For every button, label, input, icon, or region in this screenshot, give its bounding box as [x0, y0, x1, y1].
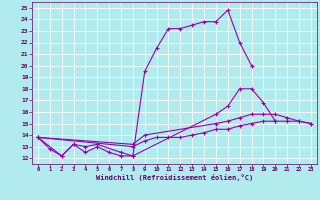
X-axis label: Windchill (Refroidissement éolien,°C): Windchill (Refroidissement éolien,°C)	[96, 174, 253, 181]
